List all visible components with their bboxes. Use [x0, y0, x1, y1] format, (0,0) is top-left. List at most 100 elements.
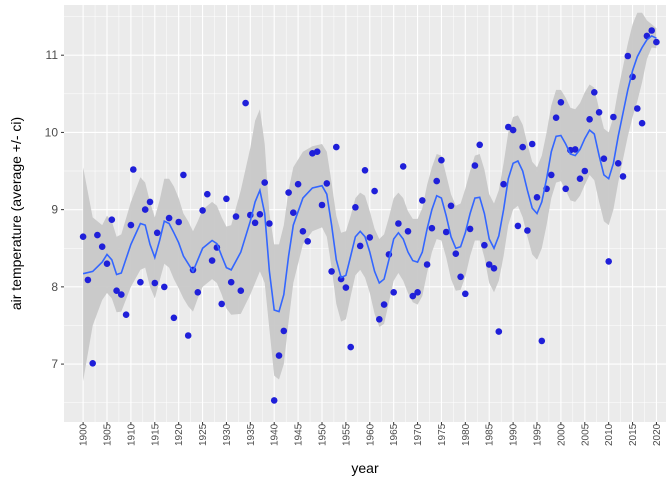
data-point: [485, 261, 493, 268]
data-point: [141, 206, 149, 213]
x-axis-ticks: 1900 1905 1910 1915 1920 1925 1930 1935 1940 1945…: [79, 422, 663, 446]
data-point: [548, 171, 555, 179]
data-point: [153, 229, 161, 237]
data-point: [371, 187, 378, 195]
data-point: [638, 119, 646, 127]
x-tick-label: 1985: [485, 423, 496, 446]
data-point: [84, 276, 92, 284]
data-point: [519, 143, 526, 151]
data-point: [524, 227, 531, 234]
data-point: [280, 327, 288, 335]
data-point: [94, 231, 101, 239]
data-point: [476, 141, 484, 149]
data-point: [481, 241, 488, 249]
data-point: [347, 343, 355, 351]
data-point: [619, 173, 627, 180]
data-point: [304, 238, 312, 245]
data-point: [404, 228, 412, 235]
data-point: [103, 260, 111, 268]
data-point: [294, 180, 302, 188]
data-point: [137, 278, 144, 286]
y-tick-label: 10: [45, 125, 59, 139]
x-tick-label: 1990: [509, 423, 520, 446]
data-point: [514, 222, 522, 230]
x-tick-label: 1910: [126, 423, 137, 446]
data-point: [562, 185, 569, 193]
data-point: [605, 258, 612, 265]
x-tick-label: 2000: [556, 423, 567, 446]
data-point: [395, 220, 402, 227]
data-point: [151, 279, 159, 287]
y-axis-ticks: 7 8 9 10 11: [45, 48, 64, 371]
smooth-trend-line: [82, 34, 657, 313]
data-point: [624, 52, 632, 60]
y-tick-label: 7: [51, 357, 58, 371]
x-tick-label: 1900: [79, 423, 90, 446]
data-point: [313, 148, 321, 155]
data-point: [270, 397, 278, 404]
data-point: [204, 190, 211, 198]
data-point: [89, 360, 96, 367]
data-point: [614, 160, 622, 167]
data-point: [653, 38, 660, 46]
data-point: [275, 352, 283, 359]
data-point: [576, 175, 584, 182]
data-point: [610, 113, 617, 121]
data-point: [433, 177, 441, 185]
data-point: [471, 162, 479, 169]
data-point: [586, 116, 593, 123]
data-point: [122, 311, 130, 319]
data-point: [251, 219, 259, 227]
data-point: [366, 234, 374, 241]
data-point: [552, 114, 560, 121]
data-point: [323, 180, 331, 187]
data-point: [266, 220, 273, 227]
y-axis-title: air temperature (average +/- ci): [8, 117, 24, 310]
x-tick-label: 1950: [318, 423, 329, 446]
data-point: [428, 224, 436, 232]
data-point: [591, 89, 598, 96]
data-point: [146, 198, 154, 206]
x-tick-label: 1995: [533, 423, 544, 446]
x-tick-label: 1945: [294, 423, 305, 446]
y-tick-label: 8: [51, 280, 58, 294]
data-point: [127, 221, 135, 229]
data-point: [600, 155, 608, 162]
data-point: [505, 123, 512, 131]
data-point: [462, 290, 469, 298]
data-point: [419, 197, 426, 204]
data-point: [390, 289, 398, 296]
data-point: [118, 291, 125, 298]
data-point: [361, 167, 369, 174]
data-point: [376, 316, 383, 323]
data-point: [208, 257, 216, 264]
data-point: [557, 99, 565, 106]
data-point: [165, 214, 173, 222]
data-point: [108, 216, 116, 223]
data-point: [442, 228, 450, 236]
data-point: [328, 268, 335, 275]
data-point: [466, 225, 474, 233]
data-point: [571, 146, 579, 153]
data-point: [290, 209, 297, 216]
y-tick-label: 11: [46, 48, 59, 62]
x-tick-label: 2005: [580, 423, 591, 446]
data-point: [261, 179, 269, 186]
data-point: [409, 292, 417, 300]
data-point: [538, 337, 546, 345]
x-tick-label: 1975: [437, 423, 448, 446]
data-point: [414, 289, 421, 296]
data-point: [438, 156, 445, 164]
x-tick-label: 2015: [628, 423, 639, 446]
x-tick-label: 1915: [150, 423, 161, 446]
x-tick-label: 1940: [270, 423, 281, 446]
y-tick-label: 9: [51, 203, 58, 217]
data-point: [318, 201, 326, 209]
data-point: [399, 163, 407, 170]
data-point: [533, 194, 541, 201]
data-point: [528, 140, 536, 148]
x-axis-title: year: [351, 460, 379, 476]
data-point: [457, 273, 464, 281]
